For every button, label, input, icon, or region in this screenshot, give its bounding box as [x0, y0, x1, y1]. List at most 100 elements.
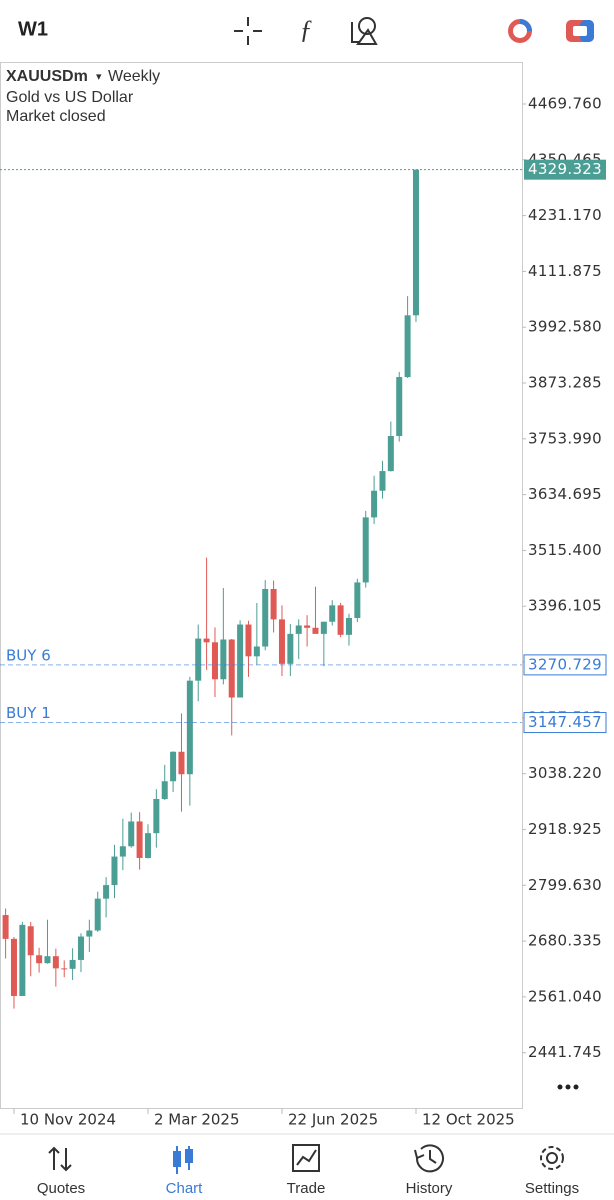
nav-bar: Quotes Chart Trade History Settings: [37, 1180, 579, 1197]
y-tick-label: 2441.745: [528, 1043, 602, 1061]
candle-body: [94, 898, 101, 931]
candle-body: [287, 633, 294, 664]
candle-body: [86, 930, 93, 937]
price-label: 4329.323: [528, 160, 602, 178]
candle-body: [387, 436, 394, 472]
y-tick-label: 3992.580: [528, 318, 602, 336]
y-tick-label: 3038.220: [528, 764, 602, 782]
period: Weekly: [108, 68, 160, 85]
candle-body: [27, 926, 34, 956]
candle-body: [295, 625, 302, 634]
settings-icon[interactable]: [540, 1146, 564, 1170]
candle-body: [354, 582, 361, 618]
candle-body: [211, 642, 218, 680]
y-tick-label: 4231.170: [528, 206, 602, 224]
candle-body: [329, 605, 336, 622]
nav-label[interactable]: History: [406, 1180, 453, 1197]
candle-body: [220, 639, 227, 680]
candle-body: [61, 968, 68, 970]
candle-body: [69, 959, 76, 969]
candle-body: [19, 924, 26, 996]
y-tick-label: 3515.400: [528, 541, 602, 559]
candle-body: [396, 377, 403, 437]
nav-label[interactable]: Chart: [166, 1180, 204, 1197]
candle-body: [237, 624, 244, 698]
candle-body: [379, 471, 386, 491]
order-price: 3270.729: [528, 655, 602, 673]
x-tick-label: 10 Nov 2024: [20, 1111, 116, 1129]
order-price-box: [523, 654, 607, 676]
nav-label[interactable]: Settings: [525, 1180, 579, 1197]
price-box: [524, 159, 606, 180]
candle-body: [103, 885, 110, 899]
candle-body: [144, 833, 151, 858]
y-tick-label: 3396.105: [528, 597, 602, 615]
symbol[interactable]: XAUUSDm: [6, 68, 88, 85]
trade-nav-icon[interactable]: [292, 1144, 320, 1172]
plot: 4469.7604350.4654231.1704111.8753992.580…: [0, 94, 607, 1129]
y-tick-label: 4469.760: [528, 94, 602, 112]
candle-body: [203, 638, 210, 643]
candle-body: [178, 751, 185, 775]
x-tick-label: 2 Mar 2025: [154, 1111, 240, 1129]
y-tick-label: 2561.040: [528, 987, 602, 1005]
description: Gold vs US Dollar: [6, 89, 134, 106]
x-tick-label: 22 Jun 2025: [288, 1111, 378, 1129]
status: Market closed: [6, 108, 106, 125]
candle-body: [44, 956, 51, 964]
candle-body: [362, 517, 369, 583]
y-tick-label: 3873.285: [528, 374, 602, 392]
chart-icon[interactable]: [173, 1146, 193, 1174]
y-tick-label: 2799.630: [528, 876, 602, 894]
timeframe[interactable]: W1: [18, 18, 48, 40]
nav-label[interactable]: Quotes: [37, 1180, 85, 1197]
candle-body: [36, 955, 43, 964]
order-price-box: [523, 712, 607, 734]
quotes-icon[interactable]: [48, 1146, 72, 1172]
candle-body: [270, 588, 277, 620]
candle-body: [153, 799, 160, 834]
candle-body: [345, 617, 352, 635]
candle-body: [52, 956, 59, 969]
y-tick-label: 3753.990: [528, 429, 602, 447]
trade-icon[interactable]: [566, 20, 594, 42]
candle-body: [412, 169, 419, 316]
indicators-icon[interactable]: ƒ: [300, 15, 313, 44]
y-tick-label: 2680.335: [528, 932, 602, 950]
symbol-dropdown[interactable]: ▾: [96, 71, 102, 83]
y-tick-label: 2918.925: [528, 820, 602, 838]
candle-body: [111, 856, 118, 886]
candle-body: [337, 605, 344, 635]
history-icon[interactable]: [414, 1144, 444, 1173]
candle-body: [228, 639, 235, 698]
account-icon[interactable]: [508, 19, 532, 43]
candle-body: [128, 821, 135, 847]
candle-body: [245, 624, 252, 657]
nav-label[interactable]: Trade: [287, 1180, 326, 1197]
candle-body: [2, 915, 9, 939]
objects-icon[interactable]: [351, 17, 378, 45]
candle-body: [253, 646, 260, 657]
y-tick-label: 3634.695: [528, 485, 602, 503]
x-tick-label: 12 Oct 2025: [422, 1111, 515, 1129]
candle-body: [10, 938, 17, 996]
candle-body: [371, 490, 378, 518]
candle-body: [186, 680, 193, 775]
order-label[interactable]: BUY 1: [6, 704, 51, 722]
crosshair-icon[interactable]: [234, 17, 262, 45]
order-label[interactable]: BUY 6: [6, 646, 51, 664]
candle-body: [262, 588, 269, 647]
y-tick-label: 4111.875: [528, 262, 602, 280]
candle-body: [312, 627, 319, 634]
candle-body: [304, 625, 311, 628]
more-icon[interactable]: [557, 1084, 579, 1090]
candle-body: [119, 846, 126, 857]
candle-body: [161, 781, 168, 800]
candle-body: [170, 751, 177, 782]
order-price: 3147.457: [528, 713, 602, 731]
candle-body: [320, 621, 327, 634]
candle-body: [195, 638, 202, 681]
